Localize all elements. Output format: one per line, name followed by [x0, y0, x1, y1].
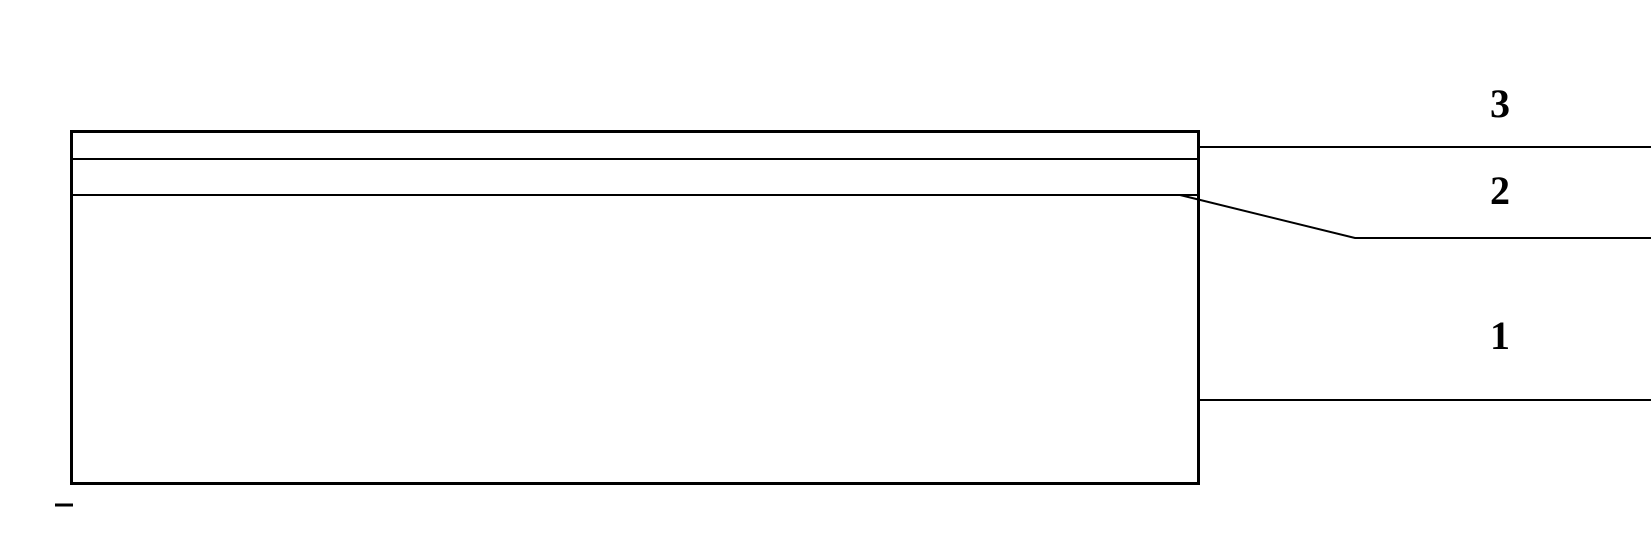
leader-line-2: [1180, 130, 1651, 260]
label-3: 3: [1490, 80, 1510, 127]
label-2: 2: [1490, 167, 1510, 214]
layer-3: [70, 130, 1200, 160]
tick-mark: [55, 495, 75, 510]
cross-section-diagram: 3 2 1: [70, 130, 1200, 485]
leader-line-1: [1200, 380, 1651, 420]
label-1: 1: [1490, 312, 1510, 359]
layer-2: [70, 158, 1200, 196]
layer-1: [70, 195, 1200, 485]
